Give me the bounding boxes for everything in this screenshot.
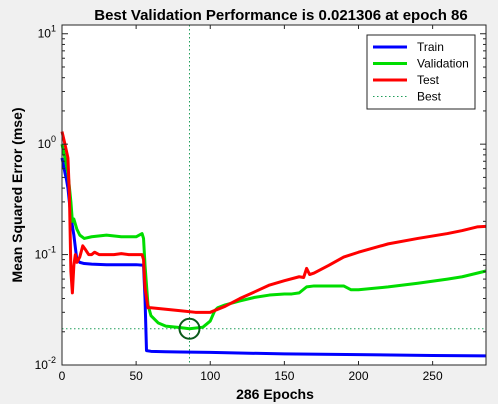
- legend-label-test: Test: [417, 73, 440, 87]
- chart-title: Best Validation Performance is 0.021306 …: [94, 7, 468, 24]
- axes-box: [61, 24, 487, 366]
- y-tick-label: 101: [38, 24, 56, 41]
- legend-label-validation: Validation: [417, 57, 469, 71]
- axes: 0 50 100 150 200 250 10-2 10-1 100 101: [35, 24, 487, 383]
- series-lines: [60, 131, 487, 358]
- x-tick-label: 250: [423, 369, 443, 383]
- y-tick-label: 10-1: [35, 245, 56, 262]
- best-point-marker: [178, 317, 201, 340]
- legend-label-best: Best: [417, 90, 442, 104]
- y-tick-label: 10-2: [35, 355, 56, 372]
- x-tick-label: 100: [200, 369, 220, 383]
- y-tick-label: 100: [38, 134, 56, 151]
- series-test-line: [60, 131, 487, 314]
- legend: Train Validation Test Best: [366, 34, 476, 110]
- x-tick-label: 150: [274, 369, 294, 383]
- best-lines: [62, 25, 486, 365]
- x-axis-label: 286 Epochs: [236, 386, 314, 402]
- y-axis-label: Mean Squared Error (mse): [9, 107, 25, 282]
- x-tick-label: 0: [59, 369, 66, 383]
- x-tick-label: 50: [129, 369, 143, 383]
- legend-label-train: Train: [417, 40, 444, 54]
- series-validation-line: [60, 143, 487, 331]
- x-tick-label: 200: [348, 369, 368, 383]
